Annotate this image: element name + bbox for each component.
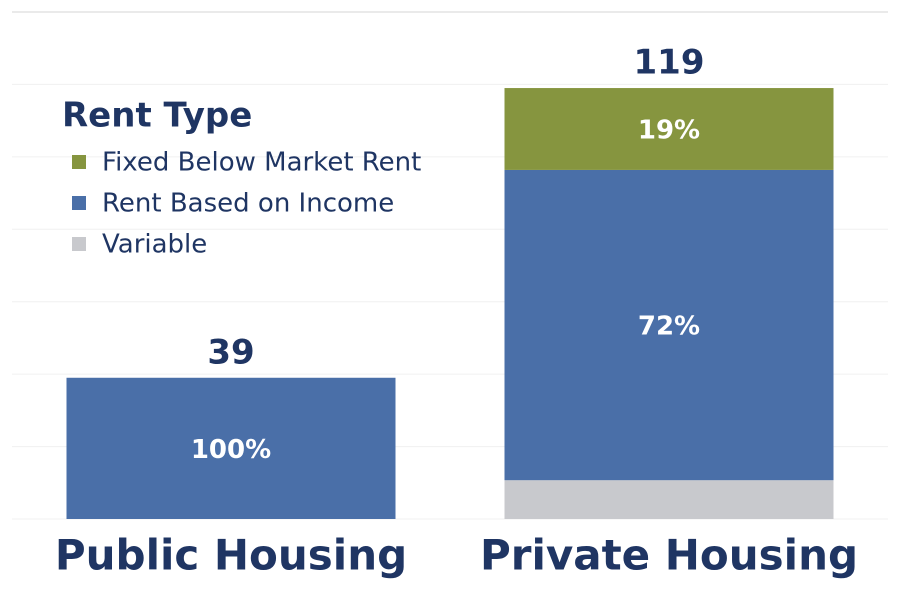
bar-segment — [504, 169, 834, 481]
total-label: 119 — [634, 43, 705, 83]
legend-swatch — [72, 196, 86, 210]
segment-label: 72% — [638, 312, 700, 342]
legend-swatch — [72, 237, 86, 251]
segment-label: 19% — [638, 115, 700, 145]
legend-label: Variable — [102, 230, 207, 260]
bar-segment — [66, 377, 396, 519]
x-tick-label: Public Housing — [55, 531, 407, 580]
bar-segment — [504, 480, 834, 519]
legend-title: Rent Type — [62, 96, 252, 136]
legend-swatch — [72, 155, 86, 169]
bar-segment — [504, 88, 834, 170]
legend-label: Fixed Below Market Rent — [102, 148, 421, 178]
segment-label: 100% — [191, 435, 271, 465]
x-tick-label: Private Housing — [480, 531, 858, 580]
total-label: 39 — [207, 332, 254, 372]
legend-label: Rent Based on Income — [102, 189, 394, 219]
